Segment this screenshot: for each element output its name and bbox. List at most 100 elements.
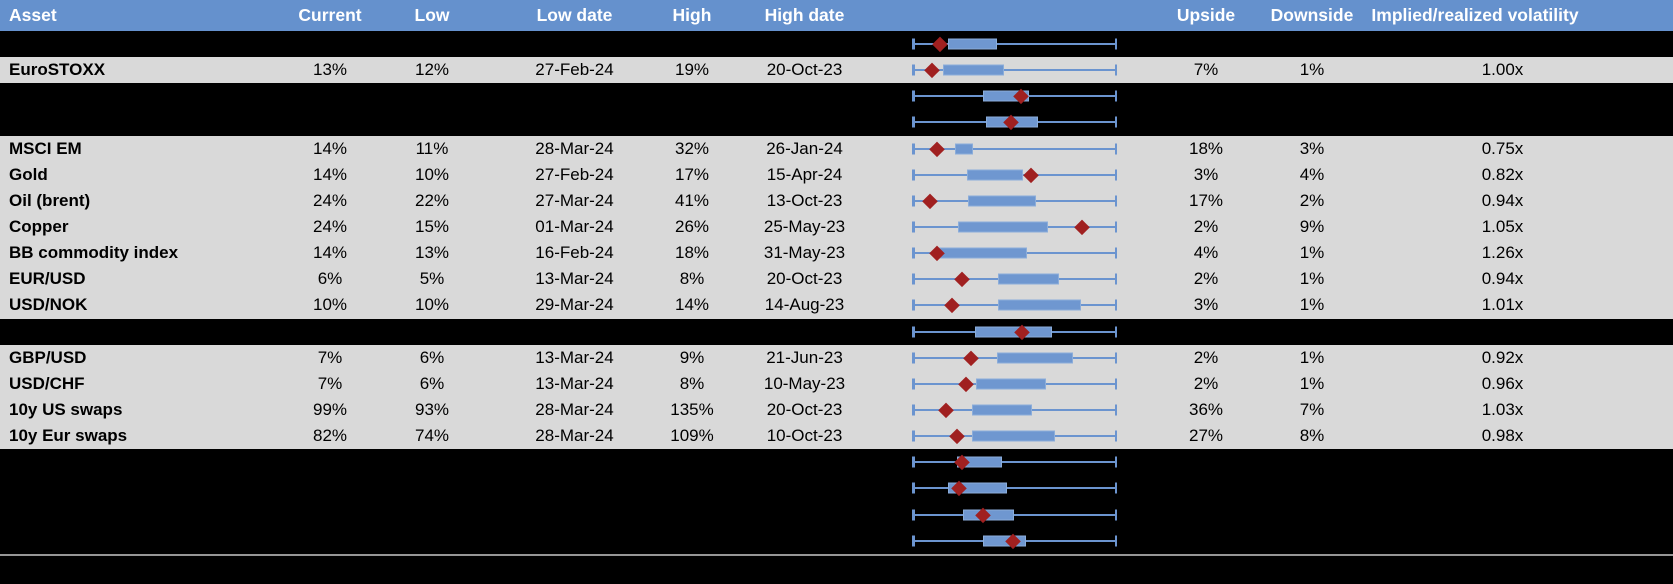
interquartile-box	[966, 169, 1023, 181]
cell-high-date: 15-Apr-24	[766, 164, 843, 184]
table-body: EuroSTOXX 13% 12% 27-Feb-24 19% 20-Oct-23 7% 1%…	[0, 31, 1673, 554]
cell-low-date: 13-Mar-24	[535, 347, 614, 367]
whisker-cap-left	[912, 116, 915, 128]
whisker-cap-left	[912, 195, 915, 207]
cell-implied-realized: 0.94x	[1481, 269, 1524, 289]
cell-low-date: 28-Mar-24	[535, 138, 614, 158]
interquartile-box	[982, 535, 1026, 547]
cell-low: 15%	[414, 217, 450, 237]
whisker-cap-right	[1114, 378, 1117, 390]
diamond-marker-icon	[963, 350, 979, 366]
cell-implied-realized: 0.82x	[1481, 164, 1524, 184]
whisker-cap-left	[912, 456, 915, 468]
whisker-line	[912, 513, 1117, 516]
range-boxplot	[912, 83, 1117, 109]
hidden-row	[0, 31, 1673, 58]
whisker-cap-right	[1114, 430, 1117, 442]
whisker-cap-left	[912, 509, 915, 521]
cell-low: 12%	[414, 60, 450, 80]
diamond-marker-icon	[1023, 167, 1039, 183]
cell-current: 24%	[312, 190, 348, 210]
cell-range-chart	[882, 423, 1150, 449]
header-cell-downside: Downside	[1270, 5, 1354, 25]
header-cell-high: High	[672, 5, 712, 25]
cell-implied-realized: 0.94x	[1481, 190, 1524, 210]
interquartile-box	[955, 143, 974, 155]
cell-current: 99%	[312, 400, 348, 420]
cell-asset: Oil (brent)	[9, 190, 91, 210]
cell-low-date: 27-Feb-24	[535, 164, 614, 184]
cell-current: 6%	[317, 269, 343, 289]
range-boxplot	[912, 240, 1117, 266]
header-cell-low: Low	[414, 5, 450, 25]
cell-range-chart	[882, 188, 1150, 214]
table-row: Copper 24% 15% 01-Mar-24 26% 25-May-23 2% 9% 1.0…	[0, 213, 1673, 241]
cell-upside: 2%	[1193, 217, 1219, 237]
interquartile-box	[948, 482, 1007, 494]
interquartile-box	[998, 273, 1059, 285]
interquartile-box	[974, 326, 1052, 338]
cell-implied-realized: 1.03x	[1481, 400, 1524, 420]
cell-asset: 10y Eur swaps	[9, 426, 128, 446]
header-cell-range-chart	[882, 0, 1150, 31]
cell-current: 24%	[312, 217, 348, 237]
cell-upside: 36%	[1188, 400, 1224, 420]
whisker-cap-right	[1114, 221, 1117, 233]
interquartile-box	[967, 195, 1036, 207]
hidden-row	[0, 527, 1673, 554]
cell-implied-realized: 0.98x	[1481, 426, 1524, 446]
hidden-row	[0, 449, 1673, 476]
header-cell-asset: Asset	[9, 5, 57, 25]
cell-implied-realized: 1.26x	[1481, 243, 1524, 263]
cell-asset: EUR/USD	[9, 269, 86, 289]
cell-high-date: 14-Aug-23	[764, 295, 845, 315]
table-row: EUR/USD 6% 5% 13-Mar-24 8% 20-Oct-23 2% 1% 0.94x	[0, 266, 1673, 293]
cell-low: 11%	[415, 138, 449, 158]
whisker-cap-left	[912, 64, 915, 76]
cell-current: 13%	[312, 60, 348, 80]
cell-downside: 1%	[1299, 269, 1325, 289]
cell-high: 18%	[674, 243, 710, 263]
whisker-line	[912, 43, 1117, 46]
cell-high: 14%	[674, 295, 710, 315]
whisker-cap-right	[1114, 482, 1117, 494]
cell-high-date: 26-Jan-24	[766, 138, 843, 158]
cell-range-chart	[882, 319, 1150, 345]
whisker-cap-right	[1114, 247, 1117, 259]
cell-current: 7%	[317, 373, 343, 393]
cell-upside: 27%	[1188, 426, 1224, 446]
cell-range-chart	[882, 136, 1150, 162]
range-boxplot	[912, 502, 1117, 528]
whisker-cap-right	[1114, 116, 1117, 128]
diamond-marker-icon	[932, 36, 948, 52]
whisker-cap-left	[912, 247, 915, 259]
cell-low-date: 13-Mar-24	[535, 373, 614, 393]
cell-high: 19%	[674, 60, 710, 80]
bottom-divider	[0, 553, 1673, 556]
cell-asset: MSCI EM	[9, 138, 82, 158]
cell-high-date: 13-Oct-23	[766, 190, 843, 210]
footer-black-area	[0, 555, 1673, 584]
whisker-cap-right	[1114, 143, 1117, 155]
interquartile-box	[975, 378, 1047, 390]
cell-implied-realized: 1.05x	[1481, 217, 1524, 237]
cell-range-chart	[882, 502, 1150, 528]
whisker-cap-left	[912, 430, 915, 442]
cell-high-date: 10-Oct-23	[766, 426, 843, 446]
range-boxplot	[912, 31, 1117, 57]
table-row: USD/CHF 7% 6% 13-Mar-24 8% 10-May-23 2% 1% 0.96x	[0, 370, 1673, 397]
cell-implied-realized: 0.75x	[1481, 138, 1524, 158]
cell-low-date: 13-Mar-24	[535, 269, 614, 289]
range-boxplot	[912, 214, 1117, 240]
cell-low: 93%	[414, 400, 450, 420]
cell-current: 14%	[312, 164, 348, 184]
cell-asset: Copper	[9, 217, 69, 237]
cell-low: 10%	[414, 164, 450, 184]
whisker-cap-left	[912, 352, 915, 364]
cell-high: 26%	[674, 217, 710, 237]
cell-high: 135%	[670, 400, 714, 420]
cell-downside: 7%	[1299, 400, 1325, 420]
cell-low: 13%	[414, 243, 450, 263]
table-row: BB commodity index 14% 13% 16-Feb-24 18% 31-M…	[0, 240, 1673, 267]
range-boxplot	[912, 423, 1117, 449]
